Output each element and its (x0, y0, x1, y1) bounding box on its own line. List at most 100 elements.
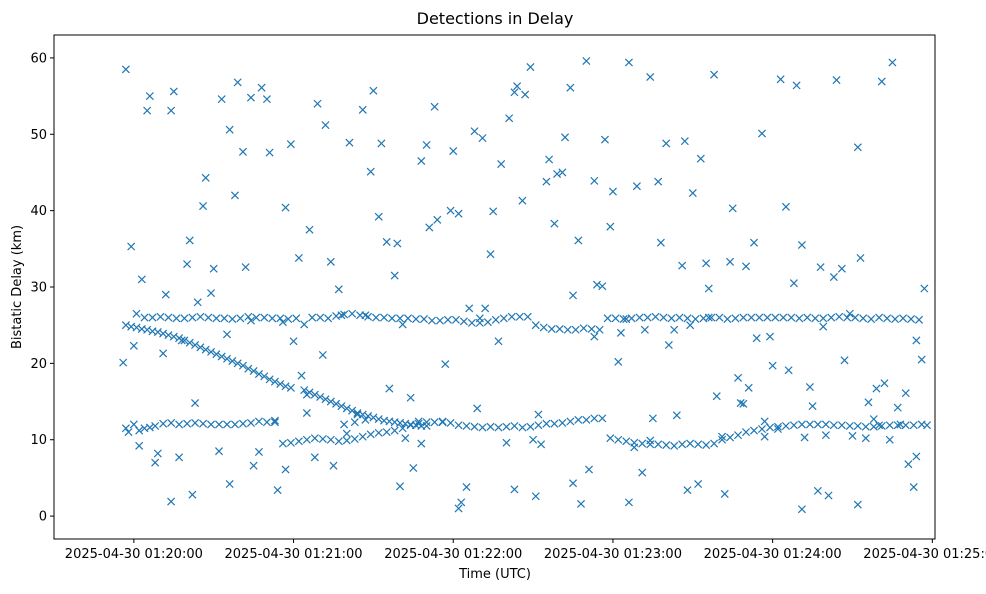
data-point-marker (358, 410, 367, 419)
data-point-marker (600, 135, 609, 144)
data-point-marker (217, 352, 226, 361)
data-point-marker (183, 260, 192, 269)
data-point-marker (821, 420, 830, 429)
data-point-marker (486, 250, 495, 259)
data-point-marker (191, 418, 200, 427)
data-point-marker (851, 313, 860, 322)
data-point-marker (308, 313, 317, 322)
data-point-marker (899, 314, 908, 323)
y-tick-label: 40 (30, 204, 47, 219)
y-tick-label: 50 (30, 128, 47, 143)
data-point-marker (201, 173, 210, 182)
data-point-marker (662, 139, 671, 148)
data-point-marker (382, 428, 391, 437)
data-point-marker (901, 421, 910, 430)
data-point-marker (545, 155, 554, 164)
data-point-marker (318, 350, 327, 359)
data-point-marker (739, 399, 748, 408)
data-point-marker (395, 314, 405, 323)
data-point-marker (915, 315, 924, 324)
data-point-marker (254, 447, 263, 456)
data-point-marker (164, 313, 173, 322)
plot-area (119, 56, 932, 514)
data-point-marker (265, 375, 274, 384)
data-point-marker (433, 215, 442, 224)
data-point-marker (691, 315, 700, 324)
data-point-marker (411, 315, 421, 324)
data-point-marker (486, 422, 495, 431)
data-point-marker (704, 313, 713, 322)
data-point-marker (297, 371, 306, 380)
data-point-marker (340, 310, 349, 319)
data-point-marker (470, 422, 479, 431)
data-point-marker (805, 383, 814, 392)
data-point-marker (904, 460, 913, 469)
data-point-marker (124, 428, 133, 437)
data-point-marker (254, 370, 263, 379)
data-point-marker (143, 325, 152, 334)
data-point-marker (656, 238, 665, 247)
data-point-marker (292, 314, 301, 323)
data-point-marker (683, 486, 692, 495)
data-point-marker (286, 383, 295, 392)
data-point-marker (270, 416, 279, 425)
data-point-marker (837, 421, 846, 430)
data-point-marker (262, 418, 271, 427)
data-point-marker (712, 392, 721, 401)
data-point-marker (478, 423, 487, 432)
data-point-marker (635, 313, 644, 322)
data-point-marker (241, 263, 250, 272)
data-point-marker (606, 434, 615, 443)
data-point-marker (531, 321, 540, 330)
data-point-marker (683, 314, 692, 323)
data-point-marker (175, 334, 184, 343)
data-point-marker (183, 419, 192, 428)
data-point-marker (385, 384, 394, 393)
data-point-marker (718, 432, 727, 441)
data-point-marker (310, 453, 319, 462)
data-point-marker (749, 426, 759, 435)
data-point-marker (518, 196, 527, 205)
data-point-marker (670, 325, 679, 334)
data-point-marker (643, 313, 652, 322)
data-point-marker (454, 421, 463, 430)
data-point-marker (869, 422, 878, 431)
data-point-marker (702, 259, 711, 268)
data-point-marker (678, 261, 687, 270)
data-point-marker (188, 313, 197, 322)
data-point-marker (728, 204, 737, 213)
data-point-marker (300, 386, 309, 395)
data-point-marker (515, 312, 524, 321)
data-point-marker (230, 191, 240, 200)
data-point-marker (648, 414, 657, 423)
data-point-marker (281, 382, 290, 391)
data-point-marker (499, 314, 508, 323)
data-point-marker (353, 408, 362, 418)
data-point-marker (568, 479, 578, 488)
data-point-marker (372, 313, 381, 322)
data-point-marker (441, 360, 450, 369)
data-point-marker (757, 129, 767, 138)
data-point-marker (361, 311, 370, 320)
data-point-marker (797, 420, 806, 429)
data-point-marker (584, 465, 594, 474)
data-point-marker (326, 435, 335, 444)
data-point-marker (462, 421, 471, 431)
data-point-marker (159, 419, 168, 428)
data-point-marker (390, 426, 399, 435)
data-point-marker (760, 417, 769, 426)
data-point-marker (803, 313, 812, 322)
data-point-marker (140, 313, 149, 322)
y-tick-label: 10 (30, 433, 47, 448)
x-tick-label: 2025-04-30 01:24:00 (704, 547, 842, 562)
data-point-marker (670, 441, 679, 450)
data-point-marker (582, 415, 591, 424)
data-point-marker (901, 389, 910, 398)
data-point-marker (694, 440, 703, 449)
data-point-marker (885, 421, 894, 430)
data-point-marker (121, 424, 130, 433)
data-point-marker (760, 432, 769, 441)
data-point-marker (366, 167, 375, 176)
data-point-marker (805, 420, 814, 429)
data-point-marker (414, 419, 423, 428)
